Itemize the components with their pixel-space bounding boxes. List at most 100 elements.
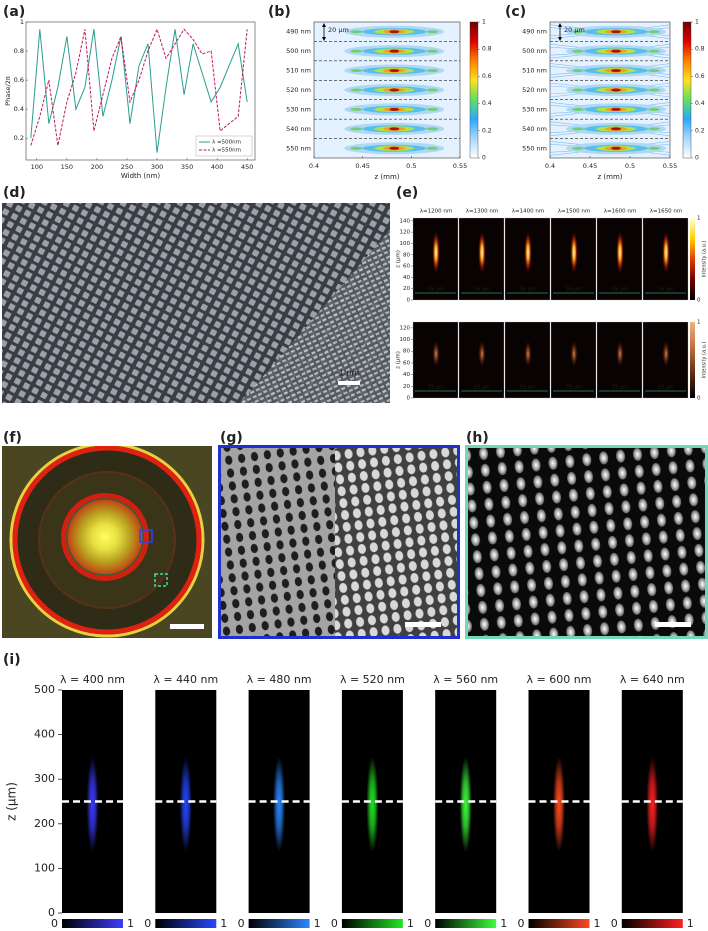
y-axis-label: z (μm) bbox=[396, 351, 402, 369]
x-tick-label: 0.4 bbox=[545, 162, 555, 170]
focal-spot bbox=[389, 127, 400, 131]
focal-spot bbox=[570, 339, 578, 368]
y-tick-label: 500 bbox=[34, 683, 55, 696]
distance-label: 55 μm bbox=[428, 287, 444, 293]
side-lobe bbox=[572, 127, 584, 131]
y-tick-label: 80 bbox=[403, 252, 410, 258]
colorbar-label: 0.6 bbox=[695, 73, 705, 80]
colorbar bbox=[62, 919, 123, 928]
y-tick-label: 140 bbox=[400, 218, 411, 224]
row-label: 510 nm bbox=[286, 67, 311, 75]
focal-spot bbox=[662, 230, 670, 275]
colorbar bbox=[690, 218, 695, 300]
colorbar-label: 1 bbox=[407, 917, 414, 930]
colorbar-label: 0 bbox=[611, 917, 618, 930]
colorbar-label: 1 bbox=[687, 917, 694, 930]
focal-spot bbox=[389, 30, 400, 34]
distance-label: 55 μm bbox=[428, 385, 444, 391]
side-lobe bbox=[648, 107, 660, 111]
side-lobe bbox=[572, 107, 584, 111]
colorbar bbox=[341, 919, 403, 928]
side-lobe bbox=[572, 49, 584, 53]
panel-label: (h) bbox=[466, 430, 489, 446]
side-lobe bbox=[350, 107, 363, 111]
sem-region bbox=[240, 230, 390, 403]
side-lobe bbox=[572, 69, 584, 73]
panel-label: (e) bbox=[396, 185, 418, 201]
y-axis-label: z (μm) bbox=[396, 250, 402, 268]
x-tick-label: 450 bbox=[241, 163, 253, 171]
colorbar-label: 1 bbox=[482, 19, 486, 26]
colorbar bbox=[435, 919, 497, 928]
colorbar-label: 1 bbox=[594, 917, 601, 930]
colorbar-label: 0.4 bbox=[482, 100, 492, 107]
arrow-head bbox=[322, 23, 326, 41]
side-lobe bbox=[350, 127, 363, 131]
y-tick-label: 120 bbox=[400, 325, 411, 331]
side-lobe bbox=[572, 88, 584, 92]
focal-spot bbox=[611, 30, 621, 34]
distance-label: 55 μm bbox=[658, 287, 674, 293]
colorbar-label: 0.4 bbox=[695, 100, 705, 107]
colorbar bbox=[528, 919, 590, 928]
colorbar-label: 0 bbox=[51, 917, 58, 930]
row-label: 530 nm bbox=[286, 105, 311, 113]
focal-spot bbox=[553, 756, 565, 853]
column-label: λ=1200 nm bbox=[420, 209, 452, 215]
column-label: λ=1600 nm bbox=[604, 209, 636, 215]
row-label: 490 nm bbox=[286, 28, 311, 36]
colorbar bbox=[155, 919, 217, 928]
colorbar-label: 1 bbox=[695, 19, 699, 26]
marker-green bbox=[154, 573, 168, 587]
focal-spot bbox=[389, 49, 400, 53]
focal-spot bbox=[389, 146, 400, 150]
x-tick-label: 100 bbox=[31, 163, 43, 171]
scale-bar bbox=[170, 624, 204, 629]
colorbar-label: 0 bbox=[424, 917, 431, 930]
y-axis-label: Phase/2π bbox=[4, 76, 12, 106]
row-label: 490 nm bbox=[522, 28, 547, 36]
y-tick-label: 0.2 bbox=[14, 134, 24, 142]
marker-blue bbox=[139, 529, 153, 543]
scale-label: 1 μm bbox=[339, 369, 360, 378]
y-tick-label: 0 bbox=[407, 396, 411, 402]
colorbar-label: 0.2 bbox=[695, 127, 705, 134]
y-tick-label: 300 bbox=[34, 772, 55, 785]
scale-label: 20 μm bbox=[564, 26, 585, 34]
distance-label: 55 μm bbox=[566, 385, 582, 391]
x-tick-label: 0.5 bbox=[406, 162, 416, 170]
side-lobe bbox=[426, 127, 439, 131]
x-tick-label: 200 bbox=[91, 163, 103, 171]
colorbar-label: 0.8 bbox=[482, 46, 492, 53]
row-label: 520 nm bbox=[522, 86, 547, 94]
side-lobe bbox=[648, 69, 660, 73]
scale-label: 20 μm bbox=[328, 26, 349, 34]
side-lobe bbox=[426, 69, 439, 73]
distance-label: 55 μm bbox=[520, 287, 536, 293]
x-axis-label: Width (nm) bbox=[121, 172, 161, 180]
focal-spot bbox=[86, 756, 99, 853]
row-label: 520 nm bbox=[286, 86, 311, 94]
focal-spot bbox=[273, 756, 286, 853]
colorbar bbox=[621, 919, 683, 928]
side-lobe bbox=[350, 88, 363, 92]
y-tick-label: 0 bbox=[407, 298, 411, 304]
side-lobe bbox=[426, 88, 439, 92]
row-label: 550 nm bbox=[522, 144, 547, 152]
panel-label: (f) bbox=[3, 430, 22, 446]
colorbar bbox=[690, 322, 695, 398]
x-tick-label: 400 bbox=[211, 163, 223, 171]
side-lobe bbox=[350, 69, 363, 73]
panel-title: λ = 400 nm bbox=[60, 673, 125, 686]
row-label: 500 nm bbox=[522, 47, 547, 55]
y-axis-label: z (μm) bbox=[5, 782, 19, 821]
legend-label: λ =550nm bbox=[212, 148, 241, 154]
colorbar-label: 1 bbox=[220, 917, 227, 930]
distance-label: 55 μm bbox=[658, 385, 674, 391]
y-tick-label: 200 bbox=[34, 817, 55, 830]
y-tick-label: 20 bbox=[403, 384, 410, 390]
colorbar-label: 0 bbox=[697, 396, 701, 402]
x-tick-label: 0.45 bbox=[355, 162, 369, 170]
panel-label: (b) bbox=[268, 4, 291, 20]
outer-ring-red bbox=[12, 446, 202, 635]
